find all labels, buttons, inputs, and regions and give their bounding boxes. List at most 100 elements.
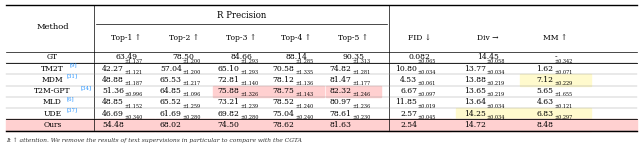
Text: MM ↑: MM ↑ bbox=[543, 34, 568, 42]
Bar bbox=[326, 85, 381, 97]
Text: ±1.246: ±1.246 bbox=[352, 92, 370, 97]
Text: ±1.140: ±1.140 bbox=[240, 81, 259, 86]
Text: ±0.297: ±0.297 bbox=[554, 115, 573, 120]
Text: T2M-GPT: T2M-GPT bbox=[34, 87, 71, 95]
Text: [31]: [31] bbox=[67, 74, 77, 79]
Text: 4.53: 4.53 bbox=[400, 76, 417, 84]
Bar bbox=[520, 119, 591, 130]
Text: 65.10: 65.10 bbox=[218, 65, 239, 73]
Text: 8.48: 8.48 bbox=[536, 121, 554, 129]
Text: ±1.281: ±1.281 bbox=[352, 70, 371, 75]
Text: ±0.280: ±0.280 bbox=[240, 115, 259, 120]
Text: 14.45: 14.45 bbox=[477, 53, 499, 61]
Text: ±0.034: ±0.034 bbox=[486, 115, 505, 120]
Text: [34]: [34] bbox=[81, 85, 92, 90]
Text: ±0.097: ±0.097 bbox=[418, 92, 436, 97]
Text: ±0.219: ±0.219 bbox=[486, 92, 505, 97]
Text: ±1.239: ±1.239 bbox=[240, 104, 258, 109]
Text: 48.88: 48.88 bbox=[102, 76, 124, 84]
Text: 6.67: 6.67 bbox=[400, 87, 417, 95]
Text: ±0.280: ±0.280 bbox=[182, 115, 201, 120]
Text: 51.36: 51.36 bbox=[102, 87, 124, 95]
Text: MLD: MLD bbox=[43, 98, 62, 106]
Text: ±0.034: ±0.034 bbox=[418, 70, 436, 75]
Text: 78.12: 78.12 bbox=[273, 76, 294, 84]
Text: 57.04: 57.04 bbox=[160, 65, 182, 73]
Text: Method: Method bbox=[36, 23, 68, 31]
Text: 10.80: 10.80 bbox=[396, 65, 417, 73]
Bar bbox=[6, 119, 637, 130]
Text: ±1.313: ±1.313 bbox=[352, 59, 370, 64]
Text: 65.53: 65.53 bbox=[160, 76, 182, 84]
Text: 46.69: 46.69 bbox=[102, 110, 124, 118]
Text: ±0.219: ±0.219 bbox=[486, 81, 505, 86]
Text: 68.02: 68.02 bbox=[160, 121, 182, 129]
Bar bbox=[456, 108, 519, 119]
Text: ±1.326: ±1.326 bbox=[240, 92, 258, 97]
Text: 13.88: 13.88 bbox=[464, 76, 486, 84]
Text: 80.97: 80.97 bbox=[330, 98, 351, 106]
Text: ±1.259: ±1.259 bbox=[182, 104, 200, 109]
Text: ±0.342: ±0.342 bbox=[554, 59, 573, 64]
Text: 14.72: 14.72 bbox=[464, 121, 486, 129]
Text: 64.85: 64.85 bbox=[160, 87, 182, 95]
Text: ±1.335: ±1.335 bbox=[295, 70, 313, 75]
Text: It ↑ attention. We remove the results of text supervisions in particular to comp: It ↑ attention. We remove the results of… bbox=[6, 138, 302, 143]
Text: Div →: Div → bbox=[477, 34, 499, 42]
Text: 63.49: 63.49 bbox=[115, 53, 137, 61]
Text: ±1.200: ±1.200 bbox=[182, 70, 201, 75]
Text: -: - bbox=[554, 53, 557, 61]
Text: ±0.240: ±0.240 bbox=[295, 115, 314, 120]
Text: 78.62: 78.62 bbox=[273, 121, 294, 129]
Text: 74.82: 74.82 bbox=[330, 65, 351, 73]
Text: 72.81: 72.81 bbox=[218, 76, 239, 84]
Text: [9]: [9] bbox=[70, 62, 77, 67]
Text: Ours: Ours bbox=[44, 121, 61, 129]
Text: 5.65: 5.65 bbox=[536, 87, 554, 95]
Text: 90.35: 90.35 bbox=[342, 53, 364, 61]
Text: 13.64: 13.64 bbox=[464, 98, 486, 106]
Bar bbox=[98, 119, 154, 130]
Text: [37]: [37] bbox=[67, 107, 77, 112]
Text: ±1.152: ±1.152 bbox=[125, 104, 143, 109]
Text: ±0.034: ±0.034 bbox=[486, 70, 505, 75]
Text: 70.58: 70.58 bbox=[273, 65, 294, 73]
Text: 4.63: 4.63 bbox=[536, 98, 554, 106]
Text: 78.75: 78.75 bbox=[273, 87, 294, 95]
Text: 11.85: 11.85 bbox=[396, 98, 417, 106]
Text: UDE: UDE bbox=[44, 110, 61, 118]
Text: ±0.230: ±0.230 bbox=[352, 115, 371, 120]
Text: 13.77: 13.77 bbox=[464, 65, 486, 73]
Text: 78.50: 78.50 bbox=[173, 53, 195, 61]
Text: ±0.121: ±0.121 bbox=[554, 104, 573, 109]
Text: 81.47: 81.47 bbox=[330, 76, 351, 84]
Text: ±0.034: ±0.034 bbox=[486, 104, 505, 109]
Text: ±0.340: ±0.340 bbox=[125, 115, 143, 120]
Text: 61.69: 61.69 bbox=[160, 110, 182, 118]
Text: ±1.187: ±1.187 bbox=[125, 81, 143, 86]
Text: 65.52: 65.52 bbox=[160, 98, 182, 106]
Text: 2.57: 2.57 bbox=[400, 110, 417, 118]
Text: ±0.058: ±0.058 bbox=[486, 59, 505, 64]
Text: 75.88: 75.88 bbox=[218, 87, 239, 95]
Text: ±1.121: ±1.121 bbox=[125, 70, 143, 75]
Bar bbox=[520, 74, 591, 86]
Text: Top-3 ↑: Top-3 ↑ bbox=[226, 34, 257, 42]
Text: 48.85: 48.85 bbox=[102, 98, 124, 106]
Text: ±0.071: ±0.071 bbox=[554, 70, 573, 75]
Text: 7.12: 7.12 bbox=[536, 76, 554, 84]
Text: ±1.177: ±1.177 bbox=[352, 81, 370, 86]
Text: ±1.137: ±1.137 bbox=[125, 59, 143, 64]
Text: 88.14: 88.14 bbox=[285, 53, 307, 61]
Text: 82.32: 82.32 bbox=[330, 87, 351, 95]
Text: 2.54: 2.54 bbox=[400, 121, 417, 129]
Bar bbox=[213, 85, 269, 97]
Text: Top-5 ↑: Top-5 ↑ bbox=[338, 34, 369, 42]
Bar bbox=[520, 108, 591, 119]
Text: 74.50: 74.50 bbox=[218, 121, 239, 129]
Text: ±1.293: ±1.293 bbox=[240, 70, 258, 75]
Text: [6]: [6] bbox=[67, 96, 74, 101]
Text: ±1.293: ±1.293 bbox=[240, 59, 258, 64]
Text: ±1.143: ±1.143 bbox=[295, 92, 313, 97]
Text: 54.48: 54.48 bbox=[102, 121, 124, 129]
